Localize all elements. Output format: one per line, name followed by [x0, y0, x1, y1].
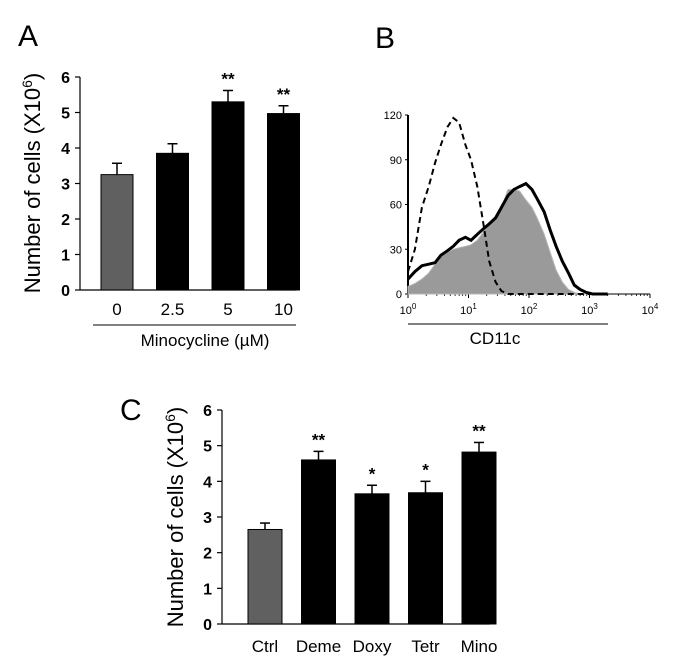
panel-c-bar-0	[247, 528, 283, 625]
panel-label-a: A	[18, 20, 38, 53]
panel-c-bar-1	[301, 459, 336, 625]
panel-b-y-tick-label: 0	[396, 289, 402, 301]
panel-c-y-tick-label: 0	[203, 617, 212, 634]
panel-b-y-tick-label: 90	[390, 155, 402, 167]
panel-b-x-tick-label: 100	[400, 302, 417, 317]
panel-a-y-tick-label: 2	[61, 212, 70, 229]
panel-c-ylabel: Number of cells (X106)	[162, 407, 188, 628]
panel-a-bar-3	[267, 113, 300, 291]
panel-c-category-label-4: Mino	[461, 637, 498, 656]
panel-c-sig-4: **	[472, 421, 486, 440]
panel-label-b: B	[375, 22, 395, 55]
panel-b-x-tick-label: 104	[642, 302, 659, 317]
panel-a-category-label-0: 0	[112, 300, 121, 319]
panel-a-y-tick-label: 6	[61, 70, 70, 87]
panel-a-bar-2	[211, 101, 245, 291]
panel-c-bar-2	[354, 493, 390, 625]
panel-a-sig-3: **	[277, 85, 291, 104]
panel-a-y-tick-label: 4	[61, 141, 70, 158]
panel-b-series-solid	[406, 181, 608, 296]
panel-b-xlabel: CD11c	[470, 329, 521, 348]
panel-a-y-tick-label: 5	[61, 106, 70, 123]
panel-a-ylabel: Number of cells (X106)	[19, 73, 45, 294]
panel-a-sig-2: **	[221, 69, 235, 88]
panel-c-y-tick-label: 5	[203, 439, 212, 456]
panel-b-x-tick-label: 103	[581, 302, 598, 317]
panel-c-category-label-1: Deme	[296, 637, 341, 656]
panel-b-y-tick-label: 30	[390, 244, 402, 256]
panel-a-y-tick-label: 0	[61, 283, 70, 300]
panel-c-y-tick-label: 3	[203, 510, 212, 527]
panel-c-y-tick-label: 4	[203, 474, 212, 491]
panel-a-category-label-2: 5	[223, 300, 232, 319]
panel-c-sig-2: *	[369, 464, 376, 483]
panel-a-bar-0	[100, 174, 134, 291]
panel-c-sig-1: **	[312, 430, 326, 449]
panel-c-bar-3	[408, 492, 443, 625]
panel-b-y-tick-label: 120	[384, 110, 402, 122]
panel-a-bar-1	[156, 152, 189, 291]
panel-b-histogram: CD11c 0 30 60 90 120 100 101 102 103 104	[384, 110, 659, 348]
panel-c-category-label-0: Ctrl	[252, 637, 278, 656]
panel-c-category-label-3: Tetr	[411, 637, 440, 656]
panel-c-bar-4	[461, 451, 497, 625]
panel-c-sig-3: *	[422, 460, 429, 479]
panel-a-xlabel: Minocycline (µM)	[141, 331, 270, 350]
panel-c-y-tick-label: 2	[203, 546, 212, 563]
panel-label-c: C	[120, 394, 142, 427]
panel-c-y-tick-label: 6	[203, 403, 212, 420]
panel-c-y-tick-label: 1	[203, 581, 212, 598]
panel-c-category-label-2: Doxy	[353, 637, 392, 656]
panel-b-x-tick-label: 102	[521, 302, 538, 317]
panel-b-x-tick-label: 101	[460, 302, 477, 317]
panel-b-y-tick-label: 60	[390, 200, 402, 212]
panel-a-chart: Number of cells (X106) Minocycline (µM) …	[19, 69, 300, 350]
panel-b-series-filled	[407, 189, 608, 295]
panel-b-series-dashed	[407, 116, 608, 295]
panel-a-y-tick-label: 1	[61, 248, 70, 265]
panel-a-category-label-3: 10	[274, 300, 293, 319]
panel-a-category-label-1: 2.5	[161, 300, 185, 319]
panel-c-chart: Number of cells (X106) 0123456Ctrl**Deme…	[162, 403, 497, 656]
panel-a-y-tick-label: 3	[61, 177, 70, 194]
